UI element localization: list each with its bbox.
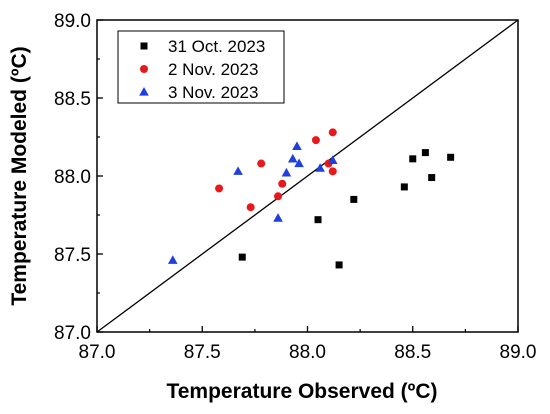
data-point-series-3	[327, 155, 338, 164]
data-point-series-1	[400, 183, 408, 191]
data-point-series-1	[335, 261, 343, 269]
data-point-series-2	[215, 184, 224, 193]
data-point-series-3	[315, 163, 325, 172]
data-point-series-2	[257, 159, 266, 168]
x-tick-label: 89.0	[500, 342, 537, 363]
data-markers	[167, 128, 455, 269]
x-tick-label: 87.0	[79, 342, 116, 363]
data-point-series-1	[409, 155, 417, 163]
data-point-series-3	[294, 158, 304, 168]
x-tick-label: 87.5	[184, 342, 221, 363]
y-tick-label: 88.0	[54, 167, 91, 188]
y-tick-label: 87.5	[54, 245, 91, 266]
data-point-series-3	[273, 213, 283, 222]
data-point-series-1	[447, 153, 455, 161]
data-point-series-3	[292, 141, 302, 150]
legend-marker-series-2	[140, 65, 148, 73]
x-axis-title: Temperature Observed (ºC)	[166, 380, 437, 403]
reference-line	[96, 19, 519, 333]
y-tick-label: 89.0	[54, 11, 91, 32]
legend-label-series-1: 31 Oct. 2023	[168, 37, 265, 56]
data-point-series-3	[281, 167, 292, 177]
data-point-series-1	[421, 149, 429, 157]
y-tick-label: 87.0	[54, 323, 91, 344]
legend-label-series-2: 2 Nov. 2023	[168, 60, 258, 79]
data-point-series-1	[238, 253, 246, 261]
axis-ticks: 87.0 87.5 88.0 88.5 89.0 87.0 87.5 88.0 88.5 89.0	[54, 11, 536, 363]
y-axis-title: Temperature Modeled (ºC)	[8, 46, 31, 305]
data-point-series-3	[167, 255, 178, 264]
data-point-series-2	[274, 192, 283, 201]
legend-marker-series-1	[140, 42, 148, 50]
data-point-series-1	[428, 174, 436, 182]
data-point-series-3	[287, 153, 298, 163]
y-tick-label: 88.5	[54, 89, 91, 110]
data-point-series-2	[311, 136, 320, 145]
data-point-series-2	[246, 203, 255, 212]
legend-label-series-3: 3 Nov. 2023	[168, 83, 258, 102]
data-point-series-1	[350, 195, 358, 203]
x-tick-label: 88.5	[394, 342, 431, 363]
legend-markers	[139, 42, 149, 96]
data-point-series-3	[233, 166, 243, 175]
data-point-series-2	[328, 128, 337, 137]
legend: 31 Oct. 2023 2 Nov. 2023 3 Nov. 2023	[117, 30, 285, 104]
x-tick-label: 88.0	[289, 342, 326, 363]
data-point-series-1	[314, 216, 322, 224]
data-point-series-2	[328, 167, 337, 176]
legend-marker-series-3	[139, 87, 149, 96]
data-point-series-2	[278, 179, 287, 188]
